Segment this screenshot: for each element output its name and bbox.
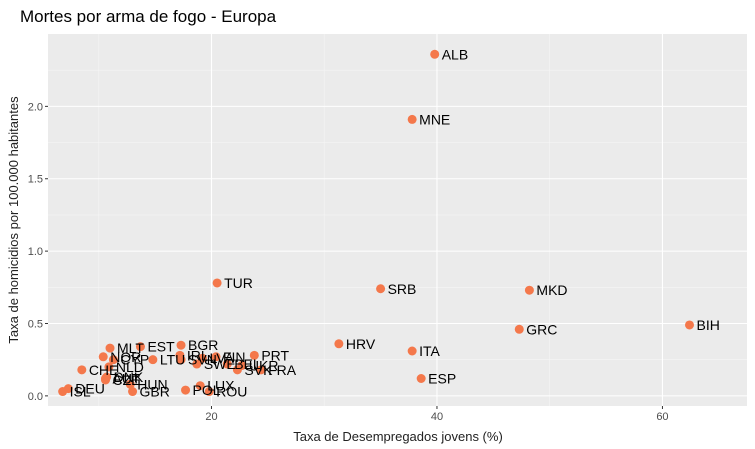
point-label-esp: ESP — [428, 370, 456, 386]
data-point-svk — [232, 365, 242, 375]
point-label-aut: AUT — [112, 370, 140, 386]
point-label-bih: BIH — [697, 317, 720, 333]
point-label-isl: ISL — [70, 384, 91, 400]
data-point-ita — [407, 346, 417, 356]
point-label-dnk: DNK — [114, 369, 144, 385]
data-point-hun — [125, 379, 135, 389]
data-point-lux — [195, 381, 205, 391]
data-point-nld — [104, 362, 114, 372]
x-axis-title: Taxa de Desempregados jovens (%) — [293, 429, 503, 444]
data-point-swe — [192, 359, 202, 369]
y-tick-label: 0.5 — [28, 318, 43, 330]
x-axis: 20 40 60 — [205, 406, 669, 423]
data-point-bgr — [176, 340, 186, 350]
data-point-mne — [407, 114, 417, 124]
point-label-ukr: UKR — [249, 357, 279, 373]
data-point-isl — [58, 387, 68, 397]
data-point-bel — [222, 359, 232, 369]
point-label-mlt: MLT — [117, 340, 144, 356]
point-label-ita: ITA — [419, 343, 440, 359]
chart-title: Mortes por arma de fogo - Europa — [20, 7, 277, 26]
data-point-mlt — [105, 343, 115, 353]
data-point-mkd — [524, 285, 534, 295]
point-label-gbr: GBR — [140, 384, 170, 400]
data-point-prt — [249, 350, 259, 360]
point-label-che: CHE — [89, 362, 119, 378]
point-label-hun: HUN — [137, 376, 167, 392]
data-point-alb — [430, 49, 440, 59]
plot-panel — [48, 34, 747, 406]
point-label-prt: PRT — [261, 347, 289, 363]
data-point-grc — [514, 324, 524, 334]
point-label-svk: SVK — [244, 362, 273, 378]
data-points — [58, 49, 695, 397]
y-tick-label: 2.0 — [28, 101, 43, 113]
point-label-cyp: CYP — [120, 352, 149, 368]
data-point-est — [135, 342, 145, 352]
point-label-nld: NLD — [116, 359, 144, 375]
y-axis: 0.0 0.5 1.0 1.5 2.0 — [28, 101, 48, 403]
point-label-bgr: BGR — [188, 337, 218, 353]
data-point-lva — [197, 353, 207, 363]
point-label-swe: SWE — [204, 356, 236, 372]
data-point-hrv — [334, 339, 344, 349]
point-label-bel: BEL — [234, 356, 261, 372]
data-point-cze — [100, 375, 110, 385]
gridlines — [48, 34, 747, 406]
point-label-fra: FRA — [268, 362, 297, 378]
point-label-svn: SVN — [188, 352, 217, 368]
point-label-grc: GRC — [526, 321, 557, 337]
point-label-mne: MNE — [419, 111, 450, 127]
point-label-lux: LUX — [207, 378, 235, 394]
y-tick-label: 0.0 — [28, 391, 43, 403]
point-label-alb: ALB — [442, 46, 468, 62]
data-point-ltu — [148, 355, 158, 365]
point-label-est: EST — [147, 339, 175, 355]
point-label-fin: FIN — [223, 349, 246, 365]
y-tick-label: 1.0 — [28, 246, 43, 258]
data-point-gbr — [128, 387, 138, 397]
x-tick-label: 60 — [656, 411, 668, 423]
point-label-pol: POL — [193, 382, 221, 398]
data-point-fra — [256, 365, 266, 375]
data-point-cyp — [108, 355, 118, 365]
data-point-fin — [211, 352, 221, 362]
point-label-srb: SRB — [388, 281, 417, 297]
point-label-lva: LVA — [209, 350, 234, 366]
point-label-irl: IRL — [187, 347, 209, 363]
data-point-tur — [212, 278, 222, 288]
x-tick-label: 40 — [431, 411, 443, 423]
data-point-rou — [204, 387, 214, 397]
point-label-hrv: HRV — [346, 336, 376, 352]
data-point-srb — [376, 284, 386, 294]
x-tick-label: 20 — [205, 411, 217, 423]
y-axis-title: Taxa de homicidios por 100.000 habitante… — [6, 96, 21, 344]
point-label-rou: ROU — [216, 384, 247, 400]
y-tick-label: 1.5 — [28, 174, 43, 186]
point-label-mkd: MKD — [536, 282, 567, 298]
point-label-deu: DEU — [75, 381, 105, 397]
data-point-nor — [98, 352, 108, 362]
point-label-tur: TUR — [224, 275, 253, 291]
data-point-esp — [416, 373, 426, 383]
data-point-svn — [176, 355, 186, 365]
data-point-bih — [685, 320, 695, 330]
point-label-ltu: LTU — [160, 352, 185, 368]
data-point-pol — [181, 385, 191, 395]
data-point-che — [77, 365, 87, 375]
point-label-nor: NOR — [110, 349, 141, 365]
point-label-cze: CZE — [112, 372, 140, 388]
